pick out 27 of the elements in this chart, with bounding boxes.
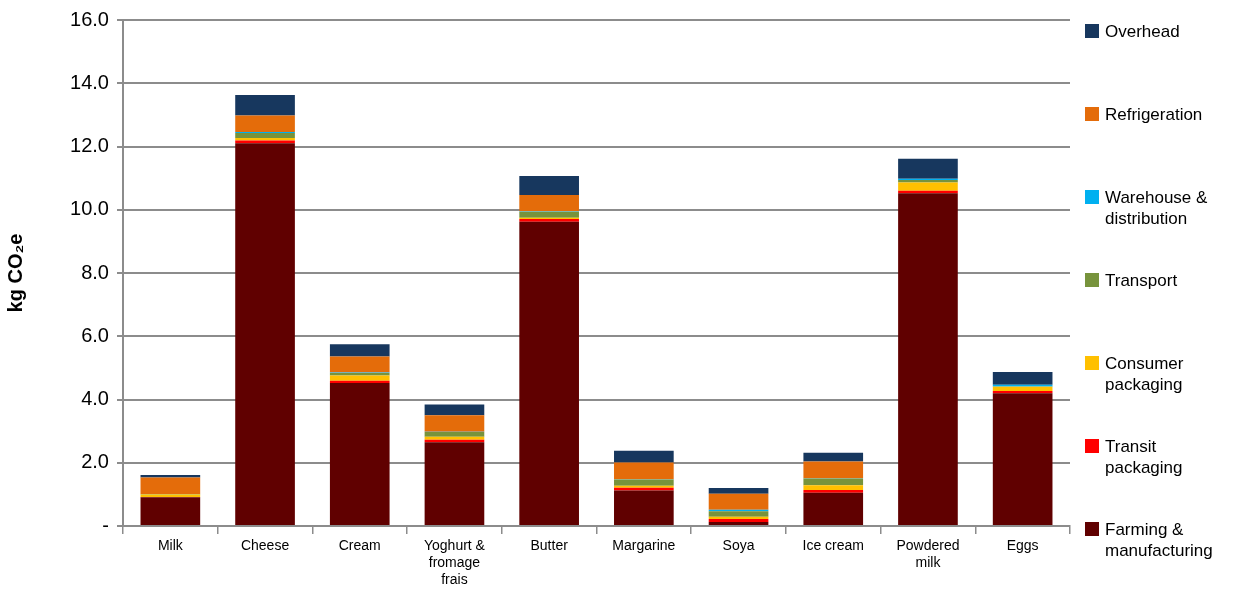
legend-label: Refrigeration [1105,104,1204,125]
y-tick-label: 12.0 [70,134,109,157]
legend-label: Warehouse & distribution [1105,187,1209,229]
x-tick-label: Butter [530,537,569,554]
y-tick-label: 10.0 [70,197,109,220]
x-tick-label: Powdered milk [896,537,960,571]
y-tick-label: 14.0 [70,70,109,93]
y-tick-label: 16.0 [70,7,109,30]
y-tick-label: 8.0 [81,260,109,283]
legend-label: Overhead [1105,21,1181,42]
y-tick-label: - [102,513,109,536]
legend-label: Transport [1105,270,1179,291]
x-tick-label: Yoghurt & fromage frais [423,537,486,587]
y-axis-title: kg CO₂e [3,233,26,313]
x-tick-label: Cheese [240,537,290,554]
x-tick-label: Ice cream [802,537,864,554]
x-tick-label: Margarine [612,537,676,554]
y-tick-label: 6.0 [81,323,109,346]
y-tick-label: 4.0 [81,387,109,410]
x-tick-label: Cream [338,537,381,554]
legend-label: Farming & manufacturing [1105,519,1214,561]
legend-label: Consumer packaging [1105,353,1185,395]
y-tick-label: 2.0 [81,450,109,473]
x-tick-label: Milk [157,537,184,554]
legend-label: Transit packaging [1105,436,1184,478]
x-tick-label: Soya [722,537,755,554]
x-tick-label: Eggs [1006,537,1039,554]
